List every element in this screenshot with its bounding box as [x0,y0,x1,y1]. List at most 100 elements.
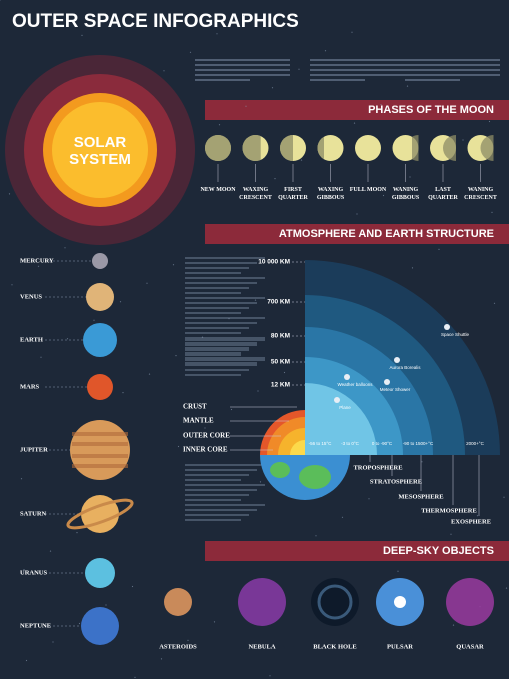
object-label: Plane [339,405,351,410]
star [438,248,440,250]
star [462,139,464,141]
planet-label: MERCURY [20,257,54,264]
star [172,264,175,266]
star [476,515,479,517]
object [164,588,192,616]
object-label: Space Shuttle [441,332,470,337]
star [491,211,493,213]
star [37,265,40,267]
planet-label: SATURN [20,510,47,517]
star [119,301,122,303]
star [257,390,259,392]
object-label: BLACK HOLE [313,643,357,650]
star [8,193,11,195]
star [341,516,344,518]
star [0,0,1,1]
star [131,585,134,588]
star [189,51,192,53]
object-label: Weather balloons [338,382,374,387]
altitude-label: 12 KM [271,382,290,389]
planet [85,558,115,588]
altitude-label: 80 KM [271,333,290,340]
sun-label: SOLAR [74,134,127,151]
banner [205,541,509,561]
moon-shadow [280,135,293,161]
object-label: NEBULA [248,643,275,650]
layer-label: EXOSPHERE [451,518,491,525]
star [411,267,414,269]
band [72,432,128,436]
star [76,532,78,534]
star [421,461,423,463]
layer-label: STRATOSPHERE [370,478,422,485]
temperature: 2000+°C [466,441,484,446]
core [394,596,406,608]
moon-shadow [412,135,419,161]
object-label: Meteor Shower [380,387,411,392]
star [271,87,274,89]
altitude-label: 10 000 KM [258,259,290,266]
banner [205,100,509,120]
star [11,284,13,286]
section-title: DEEP-SKY OBJECTS [383,545,494,557]
star [64,247,66,249]
star [274,178,276,180]
star [160,658,163,660]
section-title: PHASES OF THE MOON [368,104,494,116]
star [93,319,95,321]
star [351,31,353,33]
object-icon [444,324,450,330]
star [148,373,151,375]
star [187,639,189,642]
earth-layer-label: INNER CORE [183,446,228,454]
star [368,498,370,500]
planet-label: JUPITER [20,446,48,453]
star [315,535,317,537]
star [49,550,52,552]
object-label: ASTEROIDS [159,643,197,650]
star [406,85,409,87]
star [66,338,69,340]
star [201,336,204,338]
star [283,371,286,374]
band [72,464,128,468]
star [107,16,110,18]
object-label: PULSAR [387,643,413,650]
moon [355,135,381,161]
star [216,33,218,35]
star [52,641,54,643]
planet-label: NEPTUNE [20,622,51,629]
planet-label: URANUS [20,569,47,576]
temperature: -90 to 1500+°C [403,441,434,446]
star [177,445,180,448]
planet-label: VENUS [20,293,42,300]
sun-label: SYSTEM [69,151,131,168]
star [397,570,399,572]
altitude-label: 700 KM [267,299,290,306]
star [353,122,356,124]
star [163,70,165,72]
star [356,213,358,215]
object [446,578,494,626]
star [488,120,491,123]
star [218,124,221,126]
star [269,675,271,677]
star [245,105,247,107]
star [324,50,327,52]
altitude-label: 50 KM [271,359,290,366]
phase-label: FULL MOON [349,187,387,193]
star [230,408,233,411]
star [505,587,508,589]
planet [83,323,117,357]
star [134,676,136,679]
temperature: 0 to -90°C [372,441,393,446]
phase-label: WAXING CRESCENT [239,187,272,201]
star [464,230,467,232]
star [394,479,397,481]
phase-label: FIRST QUARTER [278,187,308,201]
star [25,659,28,662]
land [270,462,290,478]
ring [317,584,353,620]
planet [81,495,119,533]
star [175,355,177,357]
